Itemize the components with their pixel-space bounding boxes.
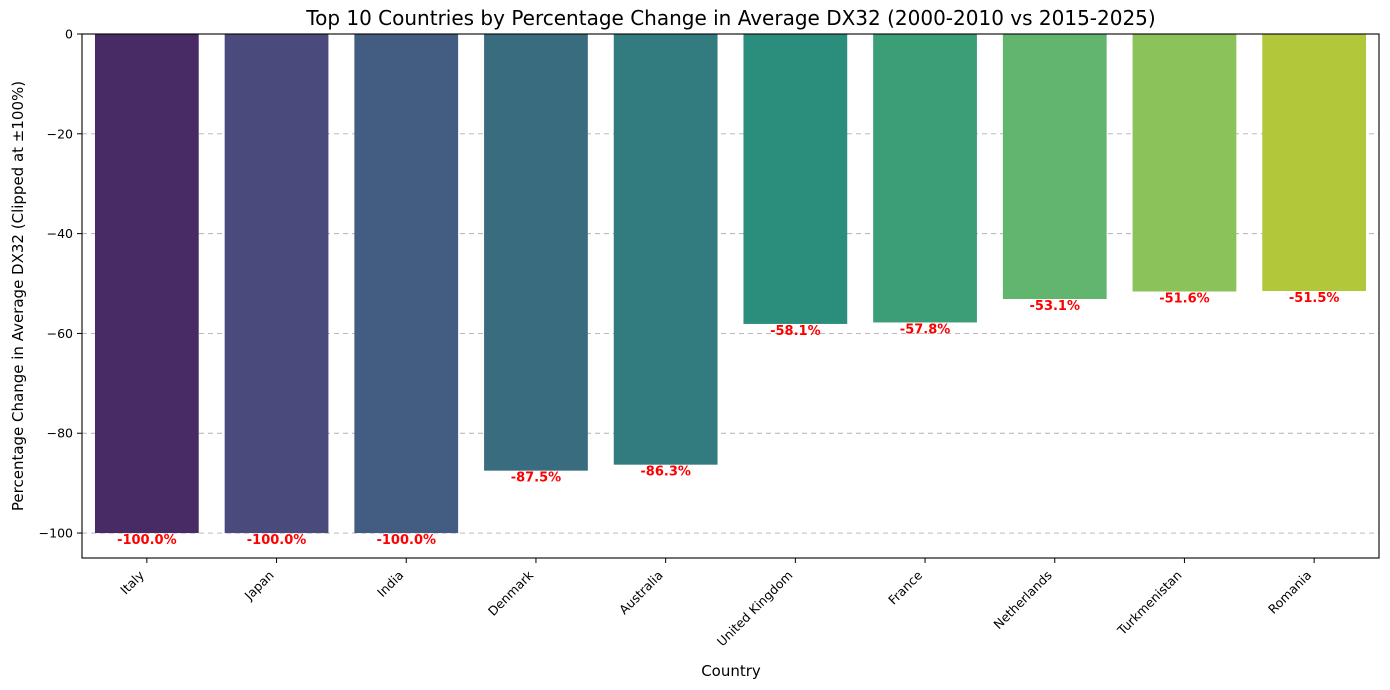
y-tick-label: −60 [47, 326, 73, 341]
y-axis-label: Percentage Change in Average DX32 (Clipp… [9, 81, 27, 511]
plot-frame [81, 33, 1380, 559]
x-tick-label: Denmark [485, 567, 537, 619]
bar [873, 34, 977, 323]
bar-value-label: -100.0% [376, 533, 436, 548]
x-tick-label: Japan [241, 568, 277, 604]
x-tick-label: Netherlands [990, 568, 1054, 632]
x-tick-label: India [374, 568, 406, 600]
x-axis-ticks: Italy Japan India Denmark Australia United Ki… [117, 558, 1315, 650]
y-tick-label: −80 [47, 426, 73, 441]
y-tick-label: −20 [47, 126, 73, 141]
bar-value-label: -100.0% [117, 533, 177, 548]
bars [94, 34, 1367, 534]
bar-value-label: -86.3% [640, 465, 691, 480]
y-tick-label: 0 [65, 27, 73, 42]
x-tick-label: Italy [117, 567, 147, 597]
x-axis-label: Country [701, 662, 761, 680]
x-tick-label: France [885, 567, 925, 607]
bar-value-label: -100.0% [247, 533, 307, 548]
bar [224, 34, 329, 534]
chart-title: Top 10 Countries by Percentage Change in… [305, 6, 1155, 30]
x-tick-label: Australia [616, 568, 666, 618]
bar [484, 34, 588, 471]
bar-value-label: -87.5% [511, 471, 562, 486]
bar [1132, 34, 1237, 292]
y-axis-ticks: 0 −20 −40 −60 −80 −100 [39, 27, 82, 541]
bar [94, 34, 199, 534]
bar-value-label: -58.1% [770, 324, 821, 339]
bar-value-label: -53.1% [1030, 299, 1081, 314]
bar [1002, 34, 1107, 299]
bar [354, 34, 459, 534]
bar-value-label: -51.6% [1159, 292, 1210, 307]
bar [1262, 34, 1367, 292]
data-labels: -100.0% -100.0% -100.0% -87.5% -86.3% -58.1% -… [117, 291, 1339, 548]
bar [613, 34, 718, 465]
x-tick-label: Romania [1265, 568, 1314, 617]
x-tick-label: Turkmenistan [1114, 568, 1185, 639]
y-tick-label: −100 [39, 526, 73, 541]
bar [743, 34, 848, 324]
y-tick-label: −40 [47, 226, 73, 241]
x-tick-label: United Kingdom [714, 568, 796, 650]
bar-value-label: -51.5% [1289, 291, 1340, 306]
bar-value-label: -57.8% [900, 322, 951, 337]
